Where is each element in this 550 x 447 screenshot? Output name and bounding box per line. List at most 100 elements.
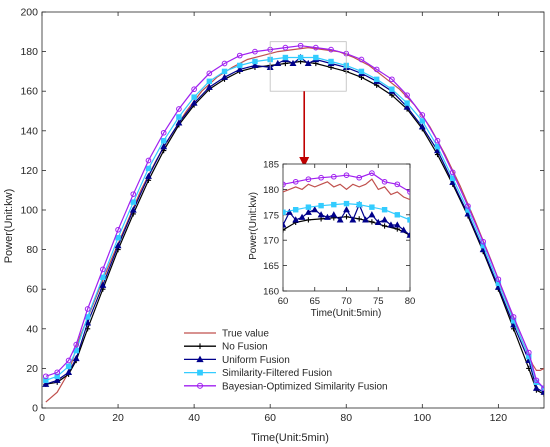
legend-label: Uniform Fusion [222, 355, 290, 366]
inset-data-point [283, 227, 286, 233]
main-data-point [190, 99, 198, 106]
inset-data-point [330, 211, 338, 218]
main-x-tick-label: 0 [39, 412, 45, 424]
inset-data-point [400, 226, 408, 233]
main-data-point [72, 354, 80, 362]
main-data-point [282, 44, 289, 51]
main-data-point [160, 129, 167, 136]
main-data-point [43, 377, 49, 383]
main-data-point [145, 165, 152, 172]
main-y-tick-label: 160 [20, 86, 38, 98]
main-data-point [130, 191, 137, 198]
main-data-point [312, 44, 319, 51]
main-data-point [130, 199, 136, 205]
inset-data-point [331, 201, 337, 208]
inset-y-tick-label: 160 [263, 287, 279, 298]
legend-item: No Fusion [184, 342, 268, 353]
inset-data-point [407, 189, 410, 195]
main-y-tick-label: 140 [20, 125, 38, 137]
inset-data-point [369, 204, 375, 210]
inset-data-point [381, 178, 388, 185]
main-data-point [252, 58, 258, 65]
inset-data-point [343, 200, 350, 207]
main-data-point [533, 377, 540, 384]
main-data-point [54, 369, 61, 376]
x-axis-label: Time(Unit:5min) [251, 432, 329, 444]
inset-data-point [304, 208, 312, 215]
main-data-point [237, 62, 243, 69]
main-data-point [221, 68, 228, 75]
inset-data-point [330, 173, 337, 180]
inset-data-point [349, 216, 357, 223]
legend-marker [196, 355, 204, 363]
inset-data-point [336, 216, 344, 223]
legend-marker [196, 382, 204, 389]
inset-data-point [382, 223, 388, 229]
main-data-point [480, 238, 486, 245]
inset-data-point [356, 174, 363, 181]
inset-y-tick-label: 185 [263, 160, 279, 171]
y-axis-label: Power(Unit:kw) [3, 189, 15, 264]
main-data-point [465, 203, 471, 209]
main-data-point [236, 65, 244, 72]
main-data-point [251, 61, 259, 69]
inset-data-point [394, 212, 401, 218]
main-data-point [129, 206, 137, 213]
main-y-tick-label: 120 [20, 165, 38, 177]
main-y-tick-label: 200 [20, 7, 38, 19]
main-data-point [297, 42, 304, 49]
main-data-point [65, 363, 72, 370]
inset-data-point [369, 170, 375, 176]
main-data-point [252, 48, 258, 55]
inset-data-point [305, 176, 312, 183]
main-data-point [176, 114, 182, 120]
main-data-point [403, 103, 411, 110]
legend-label: Bayesian-Optimized Similarity Fusion [222, 381, 388, 392]
main-data-point [176, 106, 182, 112]
legend-item: Uniform Fusion [184, 355, 290, 366]
main-data-point [191, 86, 197, 93]
inset-x-tick-label: 75 [373, 296, 384, 307]
inset-y-tick-label: 165 [263, 261, 279, 272]
inset-series-4 [283, 170, 410, 195]
main-plot-area [42, 42, 544, 403]
main-data-point [328, 58, 334, 65]
main-data-point [65, 368, 73, 375]
inset-x-tick-label: 80 [405, 296, 416, 307]
inset-series-line [283, 172, 410, 193]
inset-series-0 [283, 178, 410, 201]
main-data-point [358, 68, 365, 75]
main-x-tick-label: 20 [112, 412, 124, 424]
main-data-point [114, 242, 122, 249]
inset-data-point [285, 208, 293, 215]
inset-data-point [305, 204, 312, 210]
inset-data-point [356, 201, 362, 208]
zoom-indicator [269, 41, 347, 167]
inset-data-point [283, 181, 286, 188]
main-y-tick-label: 60 [26, 284, 38, 296]
main-data-point [282, 54, 289, 61]
inset-y-axis-label: Power(Unit:kw) [248, 192, 259, 260]
main-data-point [313, 54, 319, 61]
inset-data-point [407, 217, 410, 223]
main-data-point [297, 54, 304, 61]
legend: True value No Fusion Uniform Fusion Similar… [180, 325, 412, 397]
zoom-arrow-head [299, 157, 310, 167]
main-data-point [53, 376, 61, 383]
main-data-point [145, 157, 152, 164]
inset-data-point [283, 221, 287, 228]
inset-data-point [317, 211, 325, 218]
main-data-point [115, 235, 121, 241]
main-data-point [532, 384, 540, 391]
main-data-point [389, 76, 395, 83]
inset-data-point [298, 213, 306, 220]
legend-marker [197, 343, 203, 349]
zoom-region-box [269, 41, 347, 92]
main-data-point [434, 137, 441, 144]
inset-chart: 60 65 70 75 80 160 165 170 175 180 185 [263, 160, 415, 308]
main-x-tick-label: 40 [188, 412, 200, 424]
legend-item: Similarity-Filtered Fusion [184, 368, 332, 379]
inset-y-tick-label: 180 [263, 185, 279, 196]
legend-label: No Fusion [222, 342, 268, 353]
